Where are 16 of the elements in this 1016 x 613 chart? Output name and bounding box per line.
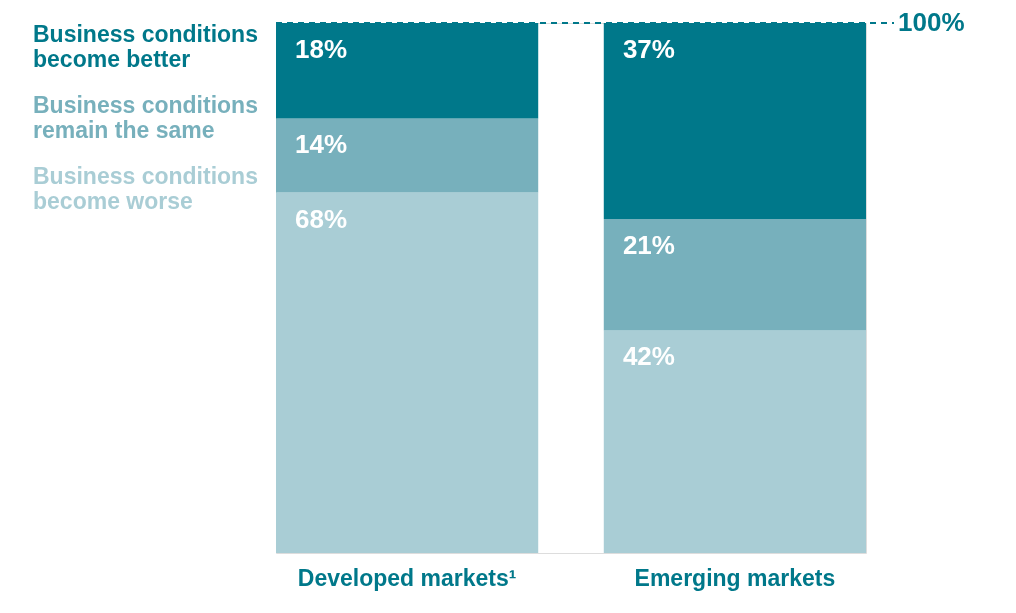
data-label: 37% bbox=[622, 34, 675, 64]
bar bbox=[603, 330, 866, 553]
ref-line-label: 100% bbox=[898, 7, 965, 37]
data-label: 21% bbox=[622, 230, 675, 261]
data-label: 14% bbox=[295, 129, 348, 160]
data-label: 42% bbox=[622, 341, 675, 372]
bar bbox=[276, 192, 539, 553]
data-label: 18% bbox=[295, 34, 348, 64]
series-label: Business conditions remain the same bbox=[33, 91, 258, 143]
series-label: Business conditions become worse bbox=[33, 162, 258, 214]
x-tick-label: Emerging markets bbox=[634, 564, 836, 591]
series-label: Business conditions become better bbox=[33, 20, 258, 72]
bar bbox=[276, 118, 539, 193]
x-tick-label: Developed markets¹ bbox=[297, 564, 517, 591]
data-label: 68% bbox=[295, 203, 348, 234]
bar bbox=[603, 219, 866, 331]
